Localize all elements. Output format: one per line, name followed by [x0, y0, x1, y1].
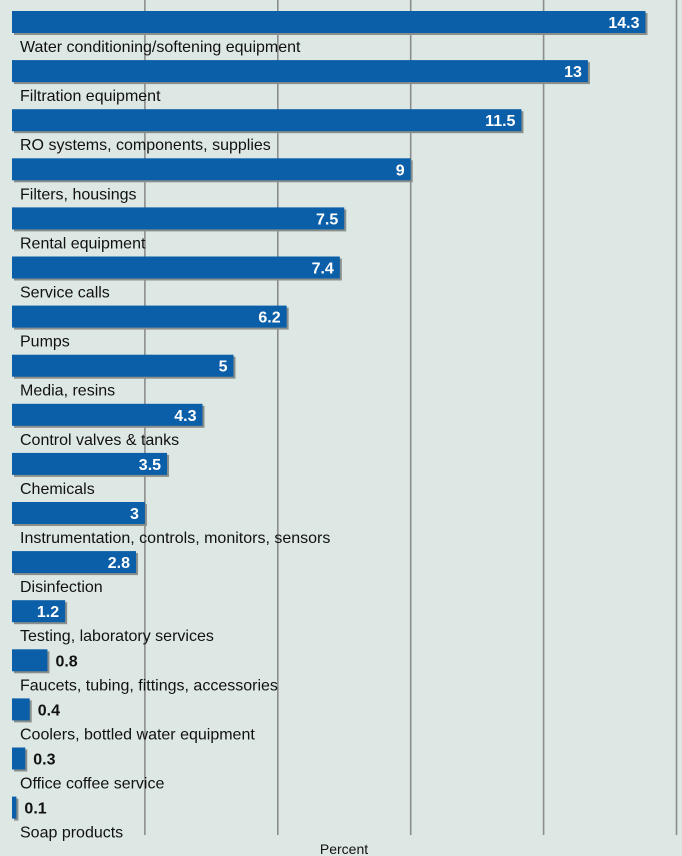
bar — [12, 207, 345, 230]
bar — [12, 796, 17, 819]
value-label: 0.4 — [38, 702, 60, 719]
category-label: Coolers, bottled water equipment — [20, 726, 255, 743]
category-label: RO systems, components, supplies — [20, 137, 271, 154]
bar — [12, 11, 646, 33]
value-label: 0.3 — [33, 752, 55, 769]
value-label: 6.2 — [258, 310, 280, 327]
category-label: Pumps — [20, 334, 70, 351]
value-label: 0.1 — [24, 801, 46, 818]
value-label: 14.3 — [608, 15, 639, 32]
value-label: 2.8 — [108, 555, 130, 572]
category-label: Testing, laboratory services — [20, 628, 214, 645]
bar — [12, 109, 522, 132]
bars — [12, 11, 648, 821]
value-label: 11.5 — [485, 113, 515, 130]
category-label: Office coffee service — [20, 776, 164, 793]
category-label: Control valves & tanks — [20, 432, 179, 449]
value-label: 7.4 — [312, 261, 334, 278]
value-label: 9 — [396, 162, 405, 179]
value-label: 5 — [219, 359, 228, 376]
bar — [12, 600, 66, 623]
category-label: Water conditioning/softening equipment — [20, 39, 301, 56]
bar — [12, 403, 203, 426]
gridlines — [144, 0, 678, 835]
bar — [12, 256, 340, 279]
bar — [12, 502, 145, 524]
x-axis-label: Percent — [320, 841, 368, 856]
category-label: Filtration equipment — [20, 88, 161, 105]
category-label: Filters, housings — [20, 186, 137, 203]
value-label: 3 — [130, 506, 139, 523]
value-label: 4.3 — [174, 408, 196, 425]
category-label: Disinfection — [20, 579, 103, 596]
category-label: Chemicals — [20, 481, 95, 498]
category-label: Faucets, tubing, fittings, accessories — [20, 677, 278, 694]
category-label: Instrumentation, controls, monitors, sen… — [20, 530, 330, 547]
category-label: Soap products — [20, 825, 123, 842]
bar — [12, 551, 137, 574]
bar — [12, 649, 48, 672]
bar — [12, 452, 168, 475]
value-label: 0.8 — [55, 653, 77, 670]
bar — [12, 747, 26, 770]
bar — [12, 698, 30, 721]
category-label: Media, resins — [20, 383, 115, 400]
value-label: 7.5 — [316, 211, 338, 228]
value-label: 3.5 — [139, 457, 161, 474]
bar — [12, 305, 287, 328]
category-label: Service calls — [20, 285, 110, 302]
value-label: 13 — [564, 64, 582, 81]
value-label: 1.2 — [37, 604, 59, 621]
bar — [12, 60, 588, 83]
category-label: Rental equipment — [20, 235, 146, 252]
labels: 14.3 Water conditioning/softening equipme… — [20, 15, 640, 842]
bar — [12, 354, 234, 377]
bar — [12, 158, 411, 181]
